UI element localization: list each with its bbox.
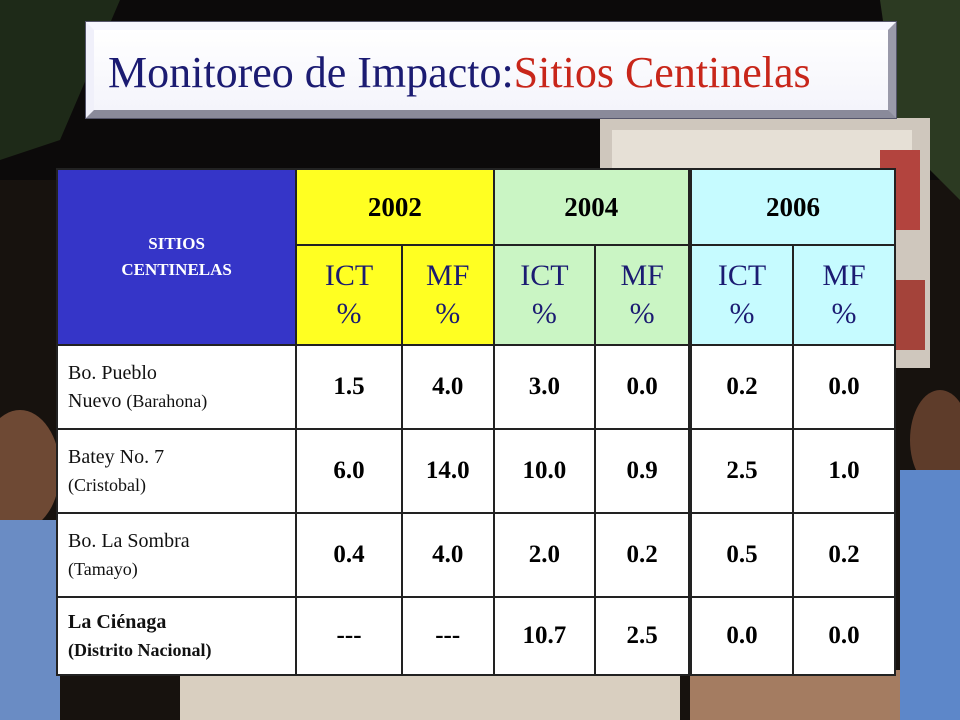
corner-header-line2: CENTINELAS xyxy=(121,260,232,279)
ict-2006-header: ICT% xyxy=(689,244,795,346)
site-subline: (Cristobal) xyxy=(68,471,295,499)
value-cell: 0.0 xyxy=(792,596,896,676)
site-cell: Bo. Pueblo Nuevo (Barahona) xyxy=(55,344,298,430)
ict-label: ICT xyxy=(520,259,569,292)
table-row: 0.0 0.0 xyxy=(689,596,896,676)
site-location: (Tamayo) xyxy=(68,559,138,579)
value-cell: 0.2 xyxy=(594,512,690,598)
year-2006-header: 2006 xyxy=(690,168,896,246)
value-cell: 3.0 xyxy=(492,344,597,430)
ict-2002-header: ICT% xyxy=(295,244,403,346)
value-cell: 0.0 xyxy=(689,596,795,676)
value-cell: 0.0 xyxy=(594,344,690,430)
value-cell: 0.2 xyxy=(792,512,896,598)
table-row: Bo. Pueblo Nuevo (Barahona) 1.5 4.0 3.0 0… xyxy=(55,344,690,430)
value-cell: 1.0 xyxy=(792,428,896,514)
pct-label: % xyxy=(831,297,857,330)
page-title: Monitoreo de Impacto:Sitios Centinelas xyxy=(108,48,811,98)
sitios-centinelas-header: SITIOS CENTINELAS xyxy=(55,168,298,346)
ict-label: ICT xyxy=(717,259,767,292)
pct-label: % xyxy=(336,297,362,330)
pct-label: % xyxy=(435,297,461,330)
pct-label: % xyxy=(729,297,755,330)
value-cell: 2.5 xyxy=(689,428,795,514)
year-2004-header: 2004 xyxy=(492,168,691,246)
year-2002-header: 2002 xyxy=(295,168,495,246)
value-cell: 0.4 xyxy=(295,512,403,598)
site-cell: Batey No. 7 (Cristobal) xyxy=(55,428,298,514)
value-cell: --- xyxy=(400,596,495,676)
value-cell: --- xyxy=(295,596,403,676)
value-cell: 1.5 xyxy=(295,344,403,430)
site-name: Bo. La Sombra xyxy=(68,530,190,552)
value-cell: 4.0 xyxy=(400,512,495,598)
table-row: 0.5 0.2 xyxy=(689,512,896,598)
pct-label: % xyxy=(629,297,655,330)
site-subline: (Tamayo) xyxy=(68,555,295,583)
sentinel-sites-table: SITIOS CENTINELAS 2002 2004 ICT% MF% ICT… xyxy=(55,168,691,676)
table-row: Bo. La Sombra (Tamayo) 0.4 4.0 2.0 0.2 xyxy=(55,512,690,598)
site-location: (Distrito Nacional) xyxy=(68,640,212,660)
site-cell: Bo. La Sombra (Tamayo) xyxy=(55,512,298,598)
table-row: 2.5 1.0 xyxy=(689,428,896,514)
value-cell: 0.5 xyxy=(689,512,795,598)
value-cell: 0.0 xyxy=(792,344,896,430)
site-location: (Cristobal) xyxy=(68,475,146,495)
mf-2006-header: MF% xyxy=(792,244,896,346)
pct-label: % xyxy=(531,297,557,330)
value-cell: 14.0 xyxy=(400,428,495,514)
value-cell: 2.5 xyxy=(594,596,690,676)
site-location: (Barahona) xyxy=(126,391,208,411)
mf-2002-header: MF% xyxy=(400,244,495,346)
site-name-cont: Nuevo xyxy=(68,390,122,412)
site-name: Bo. Pueblo xyxy=(68,362,157,384)
site-cell: La Ciénaga (Distrito Nacional) xyxy=(55,596,298,676)
mf-label: MF xyxy=(822,259,866,292)
value-cell: 6.0 xyxy=(295,428,403,514)
value-cell: 10.0 xyxy=(492,428,597,514)
value-cell: 0.2 xyxy=(689,344,795,430)
mf-label: MF xyxy=(426,259,470,292)
title-panel: Monitoreo de Impacto:Sitios Centinelas xyxy=(94,30,888,110)
title-banner: Monitoreo de Impacto:Sitios Centinelas xyxy=(86,22,896,118)
title-main: Monitoreo de Impacto: xyxy=(108,48,514,97)
site-subline: Nuevo (Barahona) xyxy=(68,387,295,415)
ict-label: ICT xyxy=(324,259,374,292)
table-row: Batey No. 7 (Cristobal) 6.0 14.0 10.0 0.9 xyxy=(55,428,690,514)
value-cell: 2.0 xyxy=(492,512,597,598)
site-subline: (Distrito Nacional) xyxy=(68,636,295,664)
table-2006: 2006 ICT% MF% 0.2 0.0 2.5 1.0 0.5 0.2 0.… xyxy=(689,168,896,676)
mf-label: MF xyxy=(620,259,664,292)
table-row: La Ciénaga (Distrito Nacional) --- --- 10… xyxy=(55,596,690,676)
title-accent: Sitios Centinelas xyxy=(513,48,811,97)
value-cell: 4.0 xyxy=(400,344,495,430)
value-cell: 10.7 xyxy=(492,596,597,676)
mf-2004-header: MF% xyxy=(594,244,690,346)
table-row: 0.2 0.0 xyxy=(689,344,896,430)
ict-2004-header: ICT% xyxy=(492,244,597,346)
site-name: Batey No. 7 xyxy=(68,446,165,468)
site-name: La Ciénaga xyxy=(68,611,167,633)
value-cell: 0.9 xyxy=(594,428,690,514)
corner-header-line1: SITIOS xyxy=(148,234,205,253)
